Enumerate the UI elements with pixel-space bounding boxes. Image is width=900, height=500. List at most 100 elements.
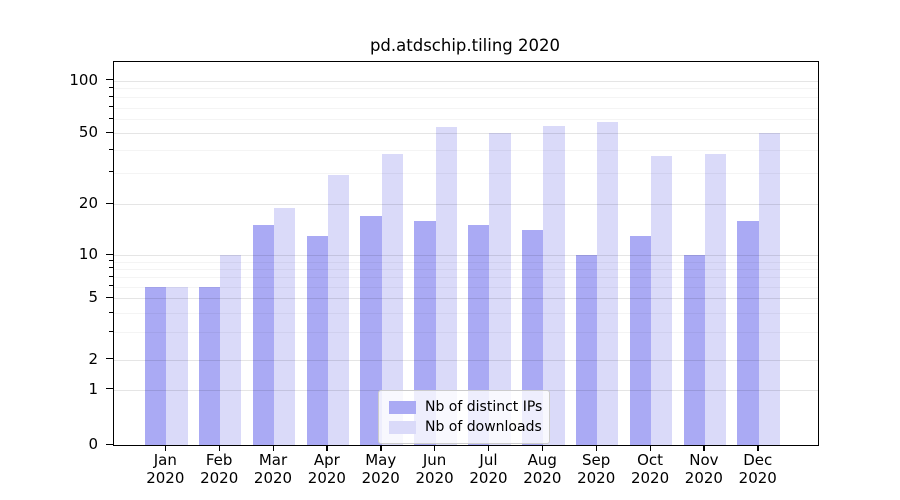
x-tick-label-jun-2020: Jun 2020 [415, 451, 454, 487]
x-tick-mark-may-2020 [380, 445, 382, 451]
gridline-minor-70 [114, 107, 818, 109]
y-tick-label-20: 20 [78, 194, 98, 213]
bar-nb-of-downloads-jul-2020 [489, 133, 511, 445]
gridline-2 [114, 359, 818, 361]
y-minor-tick-mark-6 [109, 285, 113, 287]
bar-nb-of-downloads-dec-2020 [758, 133, 781, 445]
y-tick-mark-10 [106, 253, 113, 255]
y-tick-mark-50 [106, 131, 113, 133]
y-tick-label-100: 100 [69, 70, 98, 89]
legend-row-downloads: Nb of downloads [389, 417, 542, 437]
bar-nb-of-downloads-oct-2020 [651, 156, 673, 445]
bar-nb-of-distinct-ips-oct-2020 [629, 235, 652, 445]
bar-nb-of-distinct-ips-dec-2020 [737, 220, 759, 445]
x-tick-label-nov-2020: Nov 2020 [684, 451, 723, 487]
y-minor-tick-mark-7 [109, 275, 113, 277]
gridline-minor-4 [114, 313, 818, 315]
y-minor-tick-mark-40 [109, 148, 113, 150]
gridline-minor-30 [114, 172, 818, 174]
plot-area [113, 61, 819, 446]
x-tick-mark-jan-2020 [164, 445, 167, 451]
x-tick-mark-sep-2020 [595, 445, 597, 451]
bar-nb-of-downloads-may-2020 [381, 154, 404, 445]
y-tick-label-0: 0 [88, 435, 98, 453]
y-minor-tick-mark-9 [109, 260, 113, 262]
x-tick-mark-dec-2020 [757, 445, 759, 451]
bar-nb-of-distinct-ips-jun-2020 [414, 220, 436, 445]
x-tick-mark-feb-2020 [218, 445, 220, 451]
x-tick-label-aug-2020: Aug 2020 [523, 451, 562, 487]
bar-nb-of-downloads-sep-2020 [597, 121, 619, 445]
bar-nb-of-downloads-mar-2020 [274, 208, 296, 445]
y-tick-mark-20 [106, 202, 113, 205]
legend-swatch-distinct-ips [389, 400, 416, 414]
y-minor-tick-mark-70 [109, 106, 113, 107]
y-tick-label-5: 5 [88, 288, 98, 307]
gridline-minor-6 [114, 286, 818, 288]
y-tick-label-10: 10 [78, 245, 98, 263]
bar-nb-of-downloads-nov-2020 [704, 154, 727, 445]
bar-nb-of-distinct-ips-sep-2020 [575, 255, 598, 445]
y-tick-label-1: 1 [88, 379, 98, 398]
chart-title: pd.atdschip.tiling 2020 [369, 36, 561, 55]
x-tick-label-jul-2020: Jul 2020 [469, 451, 508, 487]
y-minor-tick-mark-80 [109, 95, 113, 97]
legend-swatch-downloads [389, 420, 416, 434]
bar-nb-of-distinct-ips-feb-2020 [198, 286, 221, 445]
y-minor-tick-mark-60 [109, 117, 113, 119]
x-tick-mark-mar-2020 [272, 445, 274, 451]
y-tick-label-2: 2 [88, 349, 98, 368]
bar-nb-of-downloads-apr-2020 [327, 175, 350, 445]
y-tick-mark-0 [106, 443, 113, 445]
gridline-minor-60 [114, 119, 818, 121]
y-tick-mark-100 [106, 79, 113, 81]
gridline-minor-3 [114, 332, 818, 334]
gridline-minor-8 [114, 268, 818, 270]
legend: Nb of distinct IPs Nb of downloads [378, 390, 550, 444]
gridline-20 [114, 204, 818, 206]
x-tick-label-apr-2020: Apr 2020 [307, 451, 346, 487]
bar-nb-of-distinct-ips-mar-2020 [252, 225, 275, 445]
gridline-10 [114, 255, 818, 256]
x-tick-label-jan-2020: Jan 2020 [146, 451, 185, 487]
x-tick-label-dec-2020: Dec 2020 [738, 451, 777, 487]
x-tick-label-mar-2020: Mar 2020 [253, 451, 293, 487]
x-tick-label-feb-2020: Feb 2020 [200, 451, 239, 487]
gridline-minor-9 [114, 261, 818, 263]
x-tick-mark-aug-2020 [541, 445, 544, 451]
x-tick-label-sep-2020: Sep 2020 [577, 451, 616, 487]
gridline-minor-40 [114, 150, 818, 152]
gridline-minor-7 [114, 277, 818, 279]
x-tick-mark-oct-2020 [649, 445, 651, 451]
x-tick-label-oct-2020: Oct 2020 [630, 451, 670, 487]
y-tick-mark-5 [106, 296, 113, 299]
x-tick-mark-apr-2020 [326, 445, 328, 451]
y-minor-tick-mark-90 [109, 86, 113, 88]
x-tick-mark-nov-2020 [703, 445, 705, 451]
bar-nb-of-downloads-feb-2020 [220, 255, 242, 445]
y-minor-tick-mark-4 [109, 311, 113, 313]
legend-row-distinct-ips: Nb of distinct IPs [389, 397, 543, 417]
y-minor-tick-mark-8 [109, 267, 113, 269]
gridline-50 [114, 133, 818, 134]
y-minor-tick-mark-3 [109, 330, 113, 332]
legend-label-downloads: Nb of downloads [425, 419, 542, 435]
y-minor-tick-mark-30 [109, 171, 113, 173]
bar-nb-of-distinct-ips-may-2020 [360, 216, 382, 445]
bar-nb-of-distinct-ips-jan-2020 [145, 286, 167, 445]
bar-nb-of-downloads-jun-2020 [435, 127, 457, 445]
bar-nb-of-downloads-jan-2020 [166, 286, 188, 445]
bar-nb-of-distinct-ips-apr-2020 [306, 235, 328, 445]
gridline-minor-90 [114, 88, 818, 90]
gridline-100 [114, 80, 818, 82]
y-tick-mark-2 [106, 358, 113, 360]
x-tick-mark-jun-2020 [434, 445, 436, 451]
legend-label-distinct-ips: Nb of distinct IPs [425, 399, 543, 415]
x-tick-mark-jul-2020 [487, 445, 490, 451]
bar-nb-of-downloads-aug-2020 [543, 125, 565, 445]
gridline-5 [114, 298, 818, 300]
bar-nb-of-distinct-ips-nov-2020 [683, 255, 705, 445]
gridline-minor-80 [114, 97, 818, 99]
x-tick-label-may-2020: May 2020 [361, 451, 400, 487]
